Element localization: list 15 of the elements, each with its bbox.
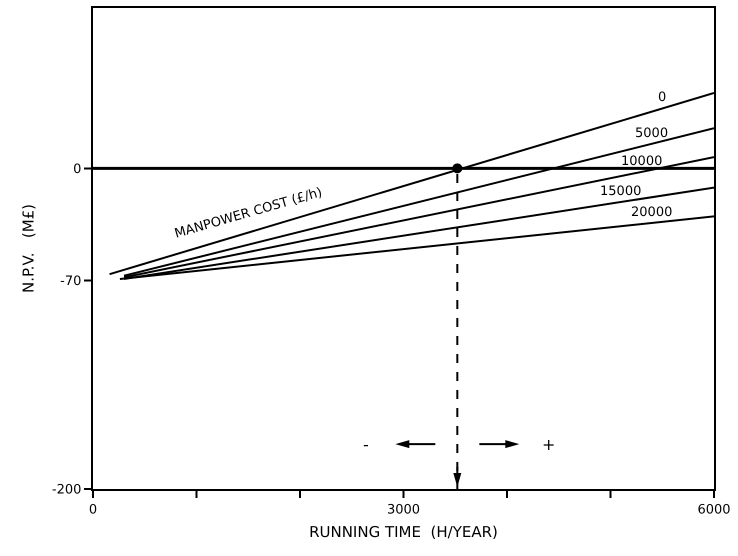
- x-tick-label: 6000: [697, 502, 731, 518]
- y-tick-label: -70: [60, 274, 82, 290]
- y-tick-label: -200: [52, 482, 82, 498]
- y-tick-label: 0: [73, 162, 82, 177]
- annotation: -: [363, 435, 369, 454]
- series-label: 20000: [631, 205, 672, 220]
- x-tick-label: 3000: [386, 502, 420, 518]
- x-axis-title: RUNNING TIME (H/YEAR): [309, 523, 498, 542]
- annotation: +: [542, 435, 556, 454]
- x-tick-label: 0: [88, 502, 98, 518]
- series-label: 5000: [635, 126, 668, 141]
- series-label: 15000: [600, 184, 642, 199]
- y-axis-title: N.P.V. (M£): [20, 204, 38, 294]
- series-label: 0: [658, 90, 666, 105]
- series-label: 10000: [621, 154, 662, 169]
